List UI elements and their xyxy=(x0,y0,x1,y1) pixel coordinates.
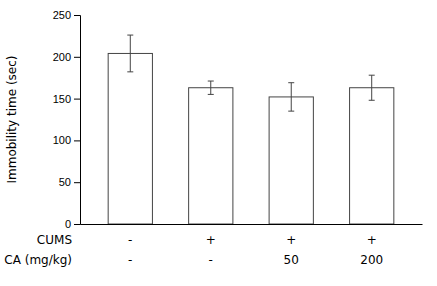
y-tick: 0 xyxy=(65,218,80,230)
y-tick-label: 200 xyxy=(53,51,71,63)
table-row: CA (mg/kg) - - 50 200 xyxy=(4,253,383,267)
row-cell: - xyxy=(128,253,132,267)
y-tick-mark xyxy=(74,224,80,225)
bar xyxy=(189,88,233,224)
row-cell: + xyxy=(367,233,377,247)
row-header: CA (mg/kg) xyxy=(4,253,72,267)
plot: 0 50 100 150 200 250 Immobility time (sec) CUMS… xyxy=(4,9,422,267)
error-bar xyxy=(127,35,133,72)
y-tick-label: 50 xyxy=(59,176,71,188)
error-line xyxy=(210,81,211,94)
bar xyxy=(108,53,152,224)
x-axis-line xyxy=(81,224,423,225)
error-bar xyxy=(369,75,375,100)
bar xyxy=(350,88,394,224)
y-tick-mark xyxy=(74,57,80,58)
y-tick-mark xyxy=(74,182,80,183)
y-tick: 250 xyxy=(53,9,80,21)
error-cap-top xyxy=(369,75,375,76)
error-cap-top xyxy=(288,82,294,83)
y-tick: 100 xyxy=(53,134,80,146)
y-axis: 0 50 100 150 200 250 xyxy=(53,9,81,230)
marks-inner xyxy=(108,35,394,224)
y-tick-label: 150 xyxy=(53,93,71,105)
y-tick: 150 xyxy=(53,93,80,105)
y-axis-title: Immobility time (sec) xyxy=(5,55,19,183)
y-tick: 200 xyxy=(53,51,80,63)
y-tick-label: 0 xyxy=(65,218,71,230)
row-cell: + xyxy=(286,233,296,247)
row-cell: 50 xyxy=(284,253,299,267)
row-header: CUMS xyxy=(37,233,72,247)
marks xyxy=(108,35,394,224)
error-cap-top xyxy=(127,35,133,36)
error-line xyxy=(371,75,372,100)
y-tick-mark xyxy=(74,99,80,100)
table-row: CUMS - + + + xyxy=(37,233,377,247)
error-cap-bottom xyxy=(288,111,294,112)
error-cap-bottom xyxy=(127,71,133,72)
y-tick-label: 100 xyxy=(53,134,71,146)
y-tick: 50 xyxy=(59,176,80,188)
chart-container: 0 50 100 150 200 250 Immobility time (sec) CUMS… xyxy=(0,0,437,286)
y-axis-line xyxy=(74,16,81,225)
row-cell: + xyxy=(206,233,216,247)
row-cell: 200 xyxy=(360,253,383,267)
error-cap-bottom xyxy=(369,100,375,101)
error-bar xyxy=(288,83,294,111)
y-tick-mark xyxy=(74,15,80,16)
y-tick-mark xyxy=(74,140,80,141)
error-bar xyxy=(208,81,214,94)
row-cell: - xyxy=(128,233,132,247)
y-tick-label: 250 xyxy=(53,9,71,21)
error-cap-bottom xyxy=(208,94,214,95)
bar xyxy=(269,97,313,224)
error-line xyxy=(291,83,292,111)
chart-svg: 0 50 100 150 200 250 Immobility time (sec) CUMS… xyxy=(0,0,437,286)
row-cell: - xyxy=(209,253,213,267)
error-cap-top xyxy=(208,81,214,82)
error-line xyxy=(130,35,131,72)
